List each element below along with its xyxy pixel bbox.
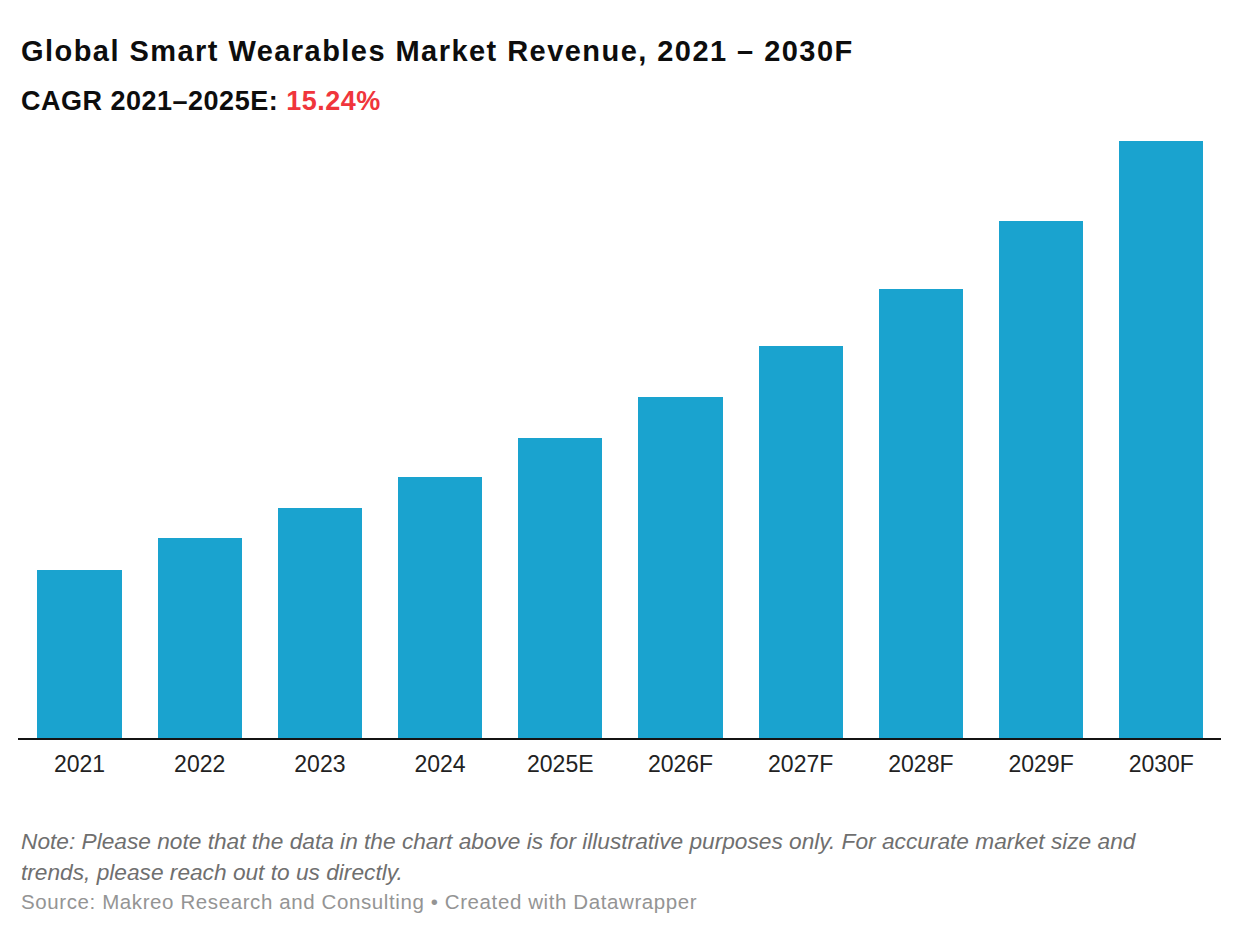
x-tick-label-2026F: 2026F — [616, 751, 746, 778]
x-tick-label-2023: 2023 — [255, 751, 385, 778]
cagr-label: CAGR 2021–2025E: — [21, 86, 286, 116]
x-tick-label-2029F: 2029F — [976, 751, 1106, 778]
x-tick-label-2024: 2024 — [375, 751, 505, 778]
bar-2029F — [999, 221, 1083, 740]
source-line: Source: Makreo Research and Consulting •… — [21, 890, 697, 914]
bar-2026F — [638, 397, 722, 740]
x-tick-label-2022: 2022 — [135, 751, 265, 778]
chart-title: Global Smart Wearables Market Revenue, 2… — [21, 35, 854, 68]
x-axis-baseline — [18, 738, 1221, 741]
x-tick-label-2028F: 2028F — [856, 751, 986, 778]
x-tick-label-2021: 2021 — [15, 751, 145, 778]
bar-2027F — [759, 346, 843, 740]
footnote: Note: Please note that the data in the c… — [21, 826, 1189, 888]
bar-2025E — [518, 438, 602, 740]
bar-2028F — [879, 289, 963, 740]
chart-page: Global Smart Wearables Market Revenue, 2… — [0, 0, 1240, 936]
bar-2023 — [278, 508, 362, 740]
bar-2021 — [37, 570, 121, 740]
cagr-value: 15.24% — [286, 86, 381, 116]
bar-2030F — [1119, 141, 1203, 740]
chart-subtitle: CAGR 2021–2025E: 15.24% — [21, 86, 381, 117]
x-tick-label-2025E: 2025E — [495, 751, 625, 778]
bar-2024 — [398, 477, 482, 740]
x-tick-label-2027F: 2027F — [736, 751, 866, 778]
x-tick-label-2030F: 2030F — [1096, 751, 1226, 778]
bar-2022 — [158, 538, 242, 740]
